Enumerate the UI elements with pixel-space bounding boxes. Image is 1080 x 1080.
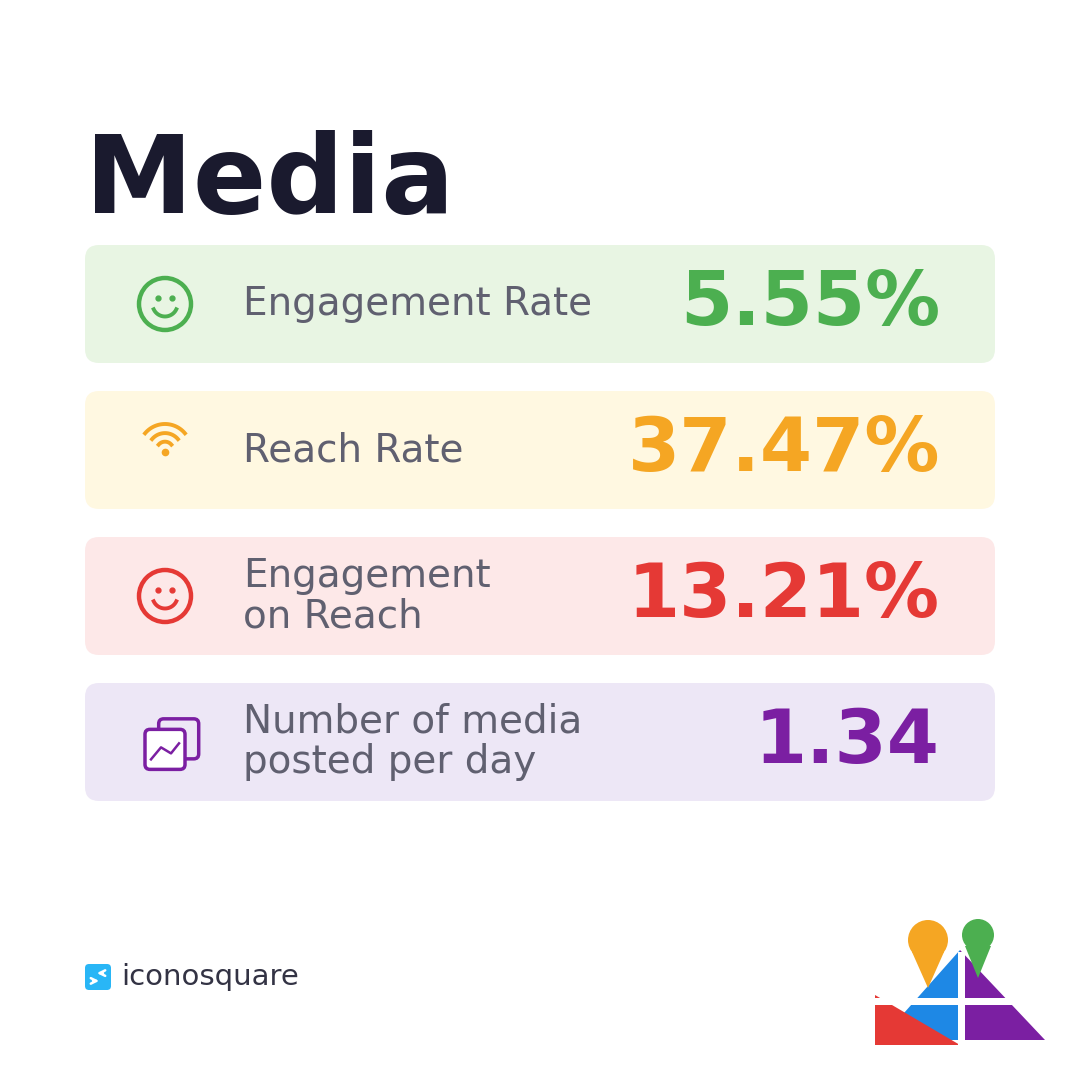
FancyBboxPatch shape: [145, 729, 185, 769]
Text: 5.55%: 5.55%: [679, 268, 940, 340]
Polygon shape: [875, 998, 1045, 1005]
Text: on Reach: on Reach: [243, 597, 422, 635]
FancyBboxPatch shape: [85, 391, 995, 509]
Text: Reach Rate: Reach Rate: [243, 431, 463, 469]
Polygon shape: [875, 995, 960, 1045]
Text: 37.47%: 37.47%: [627, 414, 940, 486]
Text: Engagement: Engagement: [243, 556, 490, 595]
FancyBboxPatch shape: [85, 537, 995, 654]
Polygon shape: [960, 950, 1045, 1040]
Polygon shape: [880, 950, 960, 1040]
FancyBboxPatch shape: [85, 683, 995, 801]
Text: Engagement Rate: Engagement Rate: [243, 285, 592, 323]
Circle shape: [962, 919, 994, 951]
Text: iconosquare: iconosquare: [121, 963, 299, 991]
Text: posted per day: posted per day: [243, 743, 537, 781]
Circle shape: [908, 920, 948, 960]
Polygon shape: [912, 951, 944, 988]
Text: Number of media: Number of media: [243, 703, 582, 741]
FancyBboxPatch shape: [85, 964, 111, 990]
Text: 13.21%: 13.21%: [627, 559, 940, 633]
Text: 1.34: 1.34: [755, 705, 940, 779]
Polygon shape: [966, 946, 991, 978]
FancyBboxPatch shape: [85, 245, 995, 363]
Polygon shape: [958, 951, 966, 1045]
Text: Media: Media: [85, 130, 455, 237]
